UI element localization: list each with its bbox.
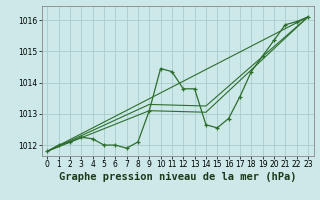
X-axis label: Graphe pression niveau de la mer (hPa): Graphe pression niveau de la mer (hPa) — [59, 172, 296, 182]
